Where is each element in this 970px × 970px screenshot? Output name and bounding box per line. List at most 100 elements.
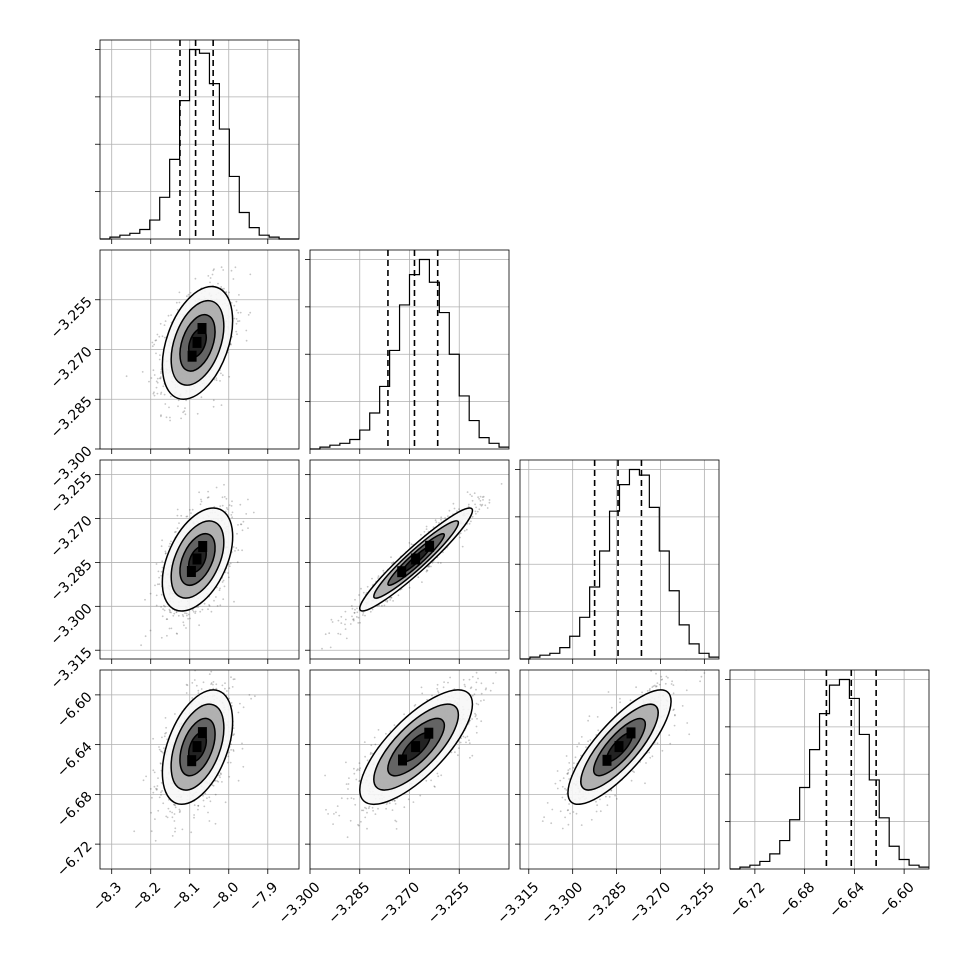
density-peak-cell (192, 336, 202, 348)
scatter-point (151, 796, 153, 799)
scatter-point (215, 379, 218, 382)
scatter-point (178, 291, 181, 294)
scatter-point (174, 804, 177, 807)
scatter-point (160, 570, 163, 573)
scatter-point (155, 594, 158, 597)
scatter-point (337, 619, 340, 622)
density-peak-cell (411, 553, 421, 565)
scatter-point (340, 622, 343, 624)
scatter-point (152, 392, 155, 395)
scatter-point (486, 507, 489, 509)
scatter-point (157, 809, 160, 812)
scatter-point (421, 581, 423, 583)
scatter-point (175, 530, 177, 533)
scatter-point (175, 610, 178, 613)
scatter-point (177, 614, 180, 617)
scatter-point (170, 627, 173, 630)
scatter-point (250, 697, 253, 700)
scatter-point (155, 787, 157, 790)
scatter-point (214, 822, 217, 825)
scatter-point (204, 792, 207, 795)
scatter-point (224, 682, 226, 685)
scatter-point (475, 506, 477, 509)
scatter-point (161, 736, 163, 739)
scatter-area-3-1 (324, 670, 501, 839)
scatter-point (208, 820, 211, 822)
scatter-point (463, 683, 466, 686)
scatter-point (220, 404, 223, 406)
scatter-point (160, 636, 163, 639)
scatter-point (437, 690, 439, 692)
scatter-point (221, 684, 224, 687)
scatter-point (476, 510, 479, 513)
scatter-point (480, 504, 483, 507)
scatter-point (149, 629, 152, 632)
scatter-point (209, 277, 212, 279)
scatter-point (471, 515, 474, 518)
scatter-point (370, 751, 372, 754)
scatter-point (333, 813, 335, 815)
scatter-point (237, 320, 239, 323)
scatter-point (154, 839, 157, 842)
scatter-point (331, 621, 334, 623)
scatter-point (366, 827, 368, 830)
density-peak-cell (198, 541, 208, 552)
scatter-point (170, 540, 172, 543)
scatter-point (466, 491, 469, 493)
scatter-point (227, 563, 230, 566)
scatter-point (394, 803, 397, 805)
scatter-point (240, 523, 243, 526)
scatter-point (199, 610, 202, 613)
scatter-point (184, 612, 186, 614)
scatter-point (212, 683, 214, 686)
scatter-point (430, 565, 432, 568)
scatter-point (239, 702, 241, 705)
scatter-point (163, 735, 166, 738)
scatter-point (359, 621, 361, 624)
scatter-point (469, 756, 471, 759)
scatter-point (165, 618, 168, 621)
scatter-point (164, 717, 167, 719)
scatter-point (144, 635, 147, 638)
scatter-point (477, 496, 479, 499)
scatter-point (425, 570, 428, 573)
scatter-point (482, 499, 484, 501)
scatter-point (220, 286, 223, 288)
scatter-point (169, 609, 171, 612)
scatter-panel-3-1: −3.300 −3.285 −3.270 −3.255 (276, 669, 510, 927)
scatter-point (221, 374, 224, 377)
scatter-point (219, 776, 221, 779)
scatter-point (371, 608, 374, 611)
scatter-point (169, 395, 172, 398)
scatter-point (176, 308, 179, 311)
scatter-point (233, 304, 236, 307)
scatter-point (437, 561, 440, 564)
scatter-point (141, 371, 144, 373)
scatter-point (459, 536, 461, 539)
scatter-point (233, 733, 236, 736)
scatter-point (165, 416, 168, 419)
scatter-point (235, 309, 238, 312)
scatter-point (227, 572, 229, 574)
scatter-point (208, 605, 211, 607)
scatter-point (385, 807, 387, 810)
scatter-point (359, 767, 361, 770)
scatter-point (228, 504, 231, 506)
scatter-point (215, 683, 218, 686)
scatter-point (369, 610, 372, 613)
scatter-point (182, 615, 185, 618)
scatter-point (447, 681, 449, 684)
scatter-point (458, 508, 460, 511)
scatter-point (159, 377, 162, 380)
scatter-point (149, 788, 152, 790)
scatter-point (210, 670, 213, 673)
scatter-point (362, 612, 365, 614)
scatter-point (229, 562, 232, 565)
y-tick-label-1-3: −3.255 (48, 294, 96, 342)
scatter-point (475, 671, 478, 674)
scatter-point (150, 811, 153, 814)
scatter-point (209, 281, 211, 284)
scatter-point (165, 726, 168, 729)
scatter-point (439, 562, 442, 564)
scatter-point (226, 761, 229, 764)
